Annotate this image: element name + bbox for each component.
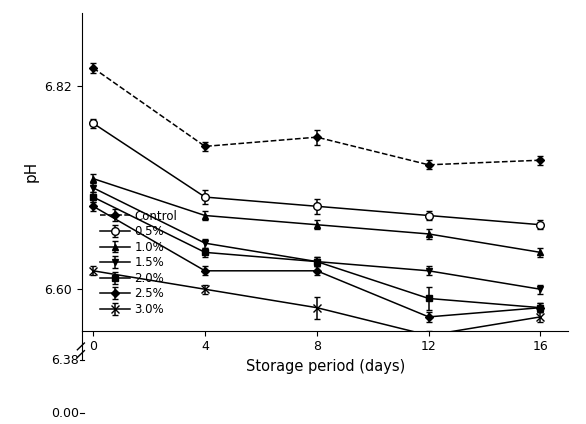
Text: 6.38: 6.38 [52,354,79,367]
X-axis label: Storage period (days): Storage period (days) [246,359,405,374]
Y-axis label: pH: pH [24,161,39,182]
Text: 0.00: 0.00 [51,407,79,420]
Legend: Control, 0.5%, 1.0%, 1.5%, 2.0%, 2.5%, 3.0%: Control, 0.5%, 1.0%, 1.5%, 2.0%, 2.5%, 3… [98,207,179,318]
